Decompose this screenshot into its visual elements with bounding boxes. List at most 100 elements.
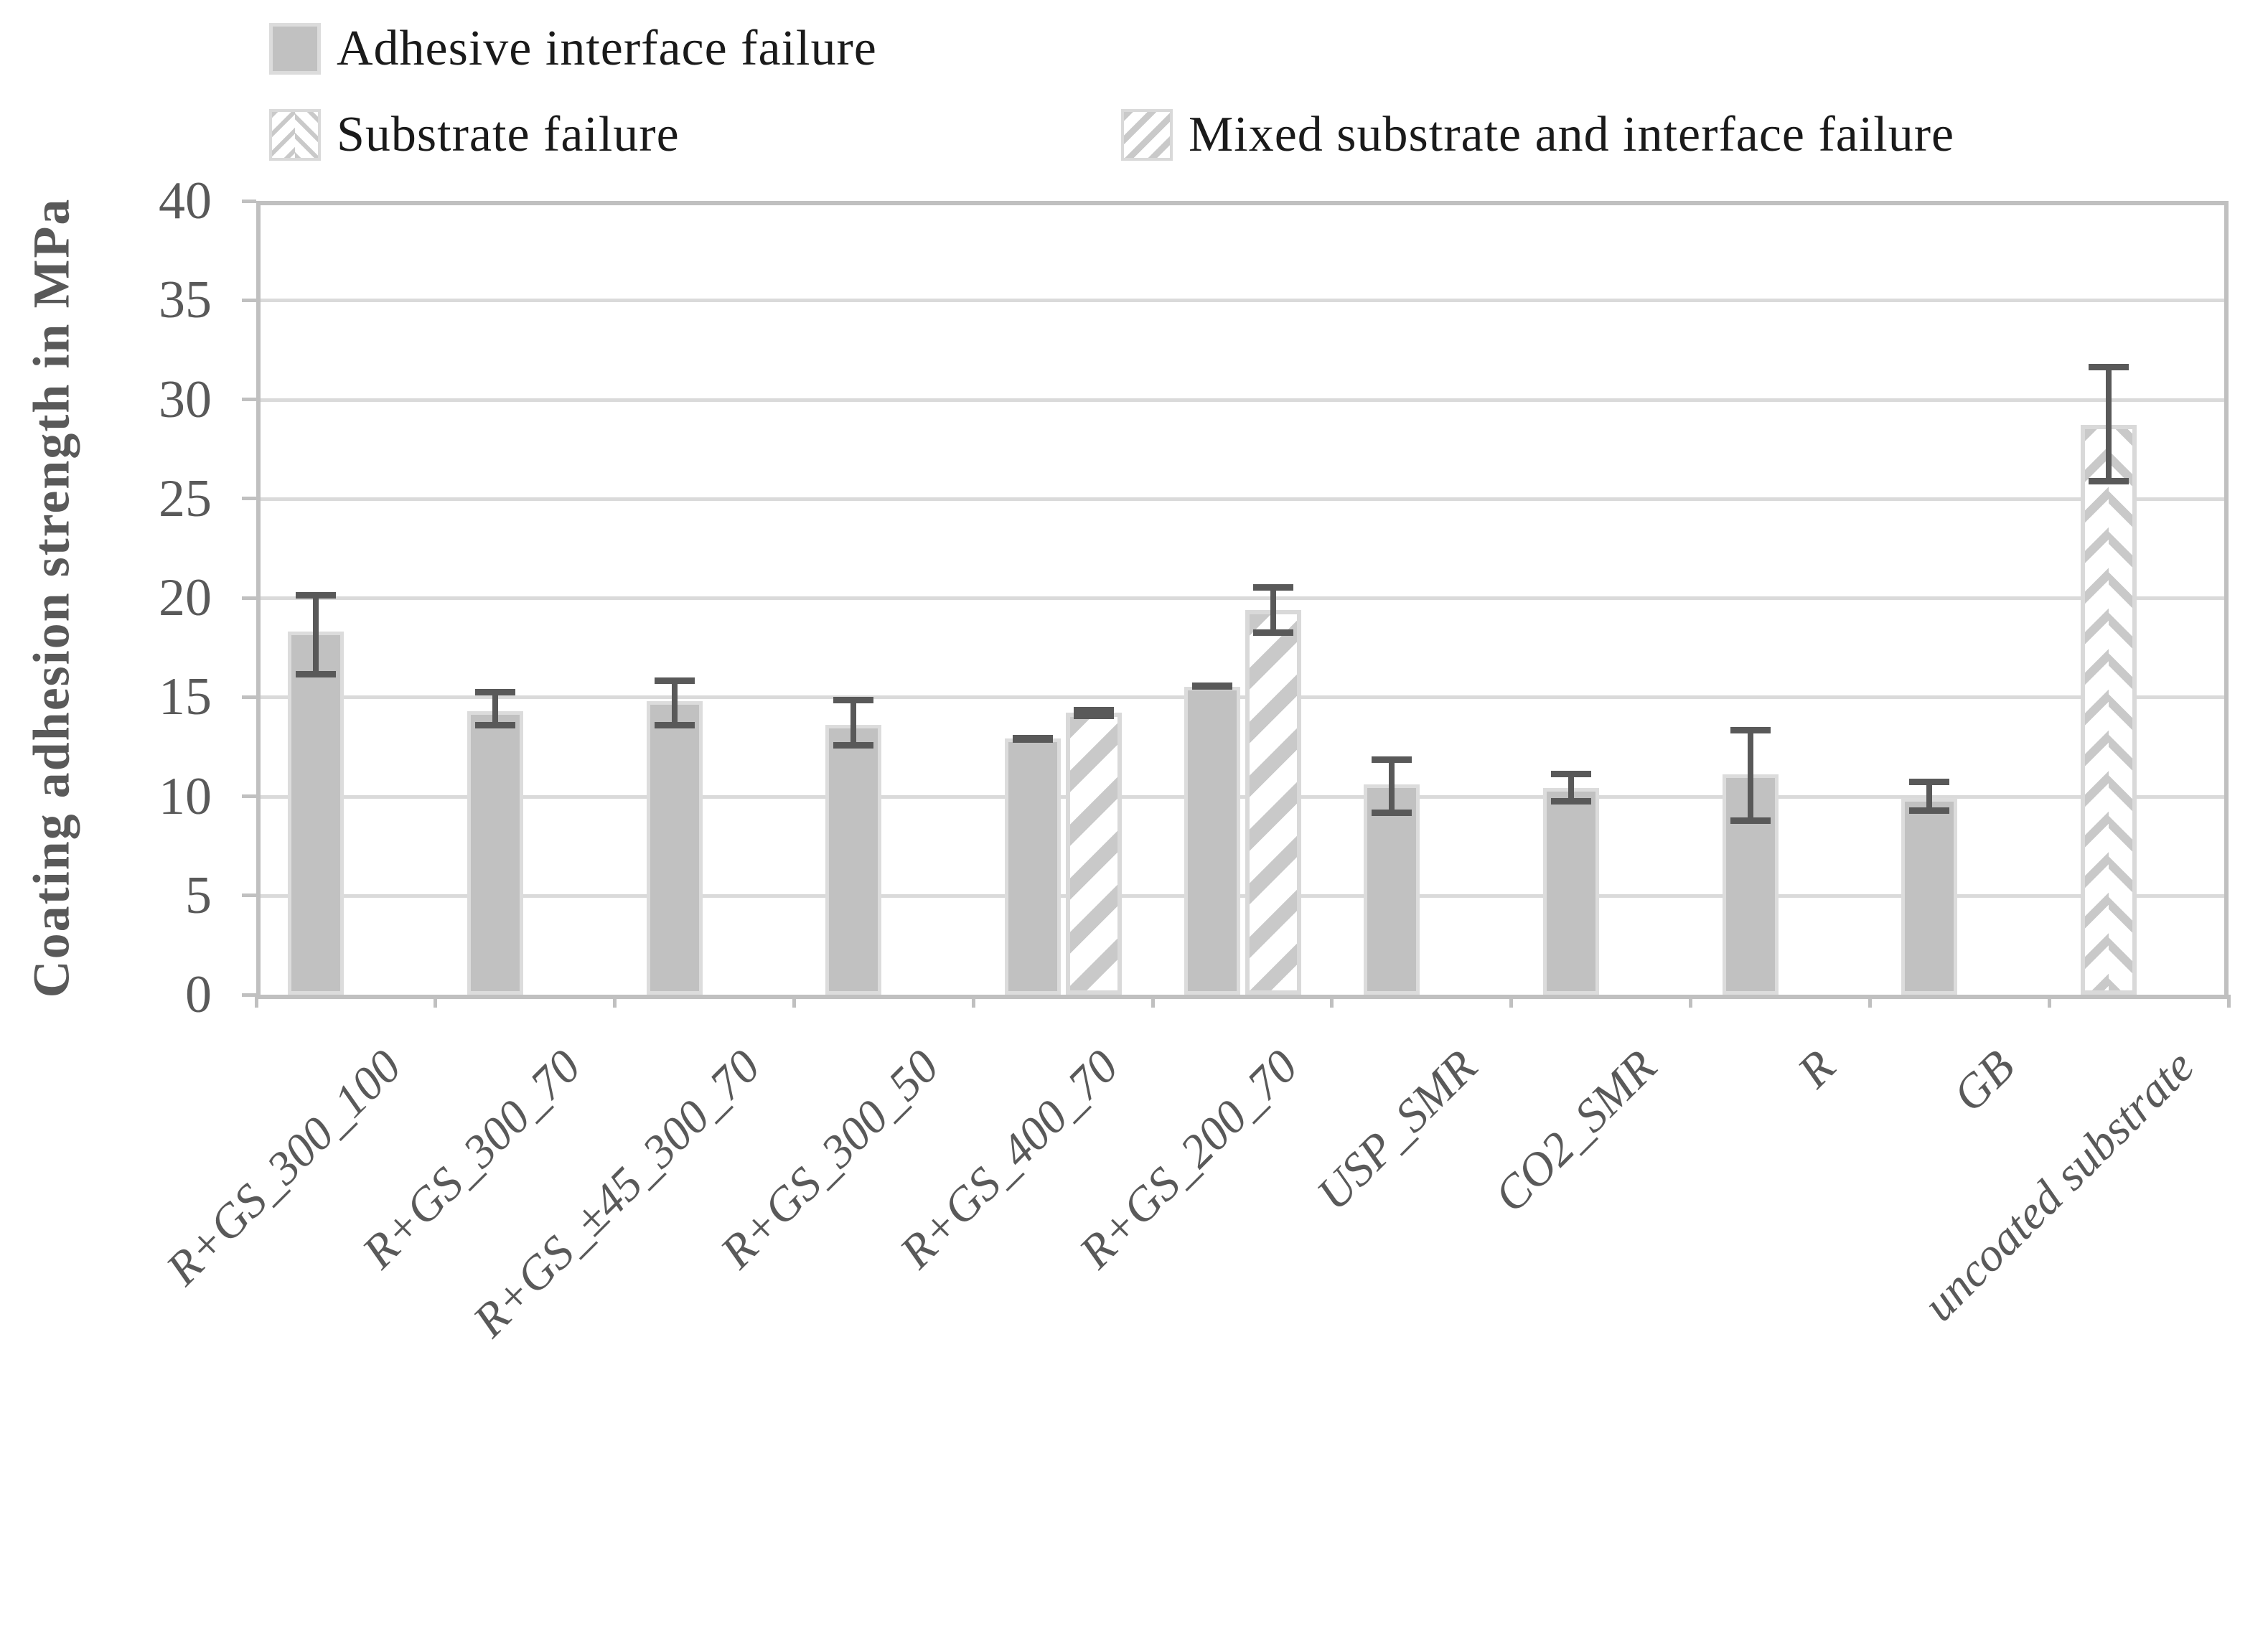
error-bar-part [313, 591, 319, 677]
error-bar-part [1730, 726, 1771, 733]
error-bar-part [1909, 807, 1950, 815]
error-bar [1371, 756, 1412, 817]
bar-r-gs-300-100-adhesive [288, 632, 344, 995]
x-axis-tick-8 [1689, 995, 1693, 1008]
y-tick-label-5: 5 [185, 866, 212, 925]
bar-r-gs-200-70-adhesive [1184, 687, 1241, 995]
error-bar-part [1371, 810, 1412, 817]
legend-swatch-substrate-pattern-icon [269, 109, 321, 161]
error-bar-part [474, 689, 515, 696]
gridline-20 [256, 596, 2229, 600]
error-bar [833, 697, 874, 749]
y-tick-label-35: 35 [159, 271, 212, 330]
error-bar [1074, 707, 1115, 719]
bar-r-gs-400-70-mixed [1066, 713, 1123, 995]
error-bar [1253, 583, 1294, 636]
error-bar-part [2106, 363, 2112, 485]
error-bar-part [851, 697, 857, 749]
error-bar [1192, 683, 1233, 690]
y-tick-label-0: 0 [185, 965, 212, 1024]
y-axis-tick-0 [242, 993, 256, 997]
gridline-10 [256, 794, 2229, 799]
x-axis-tick-3 [792, 995, 796, 1008]
y-axis-tick-35 [242, 298, 256, 302]
error-bar [474, 689, 515, 729]
y-tick-label-40: 40 [159, 172, 212, 230]
bar-r-gs-400-70-adhesive [1005, 738, 1062, 995]
error-bar-part [1074, 707, 1115, 714]
x-axis-tick-5 [1151, 995, 1155, 1008]
bar-usp-smr-adhesive [1363, 784, 1420, 995]
error-bar-part [1074, 712, 1115, 719]
legend-swatch-mixed-stripes-icon [1121, 109, 1173, 161]
y-tick-label-10: 10 [159, 766, 212, 826]
y-axis-tick-10 [242, 794, 256, 798]
gridline-30 [256, 398, 2229, 402]
error-bar-part [1568, 770, 1574, 805]
error-bar-part [1550, 797, 1591, 805]
gridline-35 [256, 299, 2229, 303]
error-bar-part [1192, 683, 1233, 690]
gridline-5 [256, 893, 2229, 898]
error-bar [1730, 726, 1771, 825]
x-axis-tick-6 [1330, 995, 1334, 1008]
bar-r-gs-200-70-mixed [1245, 609, 1302, 995]
error-bar [1909, 778, 1950, 815]
error-bar [654, 677, 695, 729]
legend-item-adhesive: Adhesive interface failure [269, 20, 877, 78]
error-bar-part [654, 677, 695, 684]
error-bar [1013, 734, 1054, 743]
error-bar [2089, 363, 2129, 485]
legend-item-substrate: Substrate failure [269, 106, 680, 164]
error-bar-part [1388, 756, 1395, 817]
x-axis-tick-10 [2047, 995, 2051, 1008]
bar-co2-smr-adhesive [1542, 788, 1599, 995]
error-bar-part [1550, 770, 1591, 777]
error-bar-part [833, 742, 874, 749]
bar-gb-adhesive [1901, 798, 1958, 995]
x-axis-tick-2 [613, 995, 617, 1008]
error-bar-part [1270, 583, 1277, 636]
gridline-25 [256, 497, 2229, 501]
legend-label-adhesive: Adhesive interface failure [337, 21, 877, 76]
error-bar-part [1253, 583, 1294, 591]
error-bar [296, 591, 336, 677]
bar-uncoated-substrate-substrate [2081, 425, 2137, 995]
x-axis-tick-9 [1868, 995, 1872, 1008]
bar-r-gs-300-50-adhesive [825, 724, 882, 995]
error-bar-part [1013, 736, 1054, 743]
error-bar-part [492, 689, 498, 729]
error-bar-part [1909, 778, 1950, 785]
x-axis-tick-7 [1509, 995, 1514, 1008]
y-axis-tick-25 [242, 497, 256, 501]
y-tick-label-25: 25 [159, 469, 212, 528]
error-bar [1550, 770, 1591, 805]
y-axis-tick-5 [242, 893, 256, 898]
gridline-15 [256, 695, 2229, 700]
y-tick-label-15: 15 [159, 667, 212, 727]
y-tick-label-20: 20 [159, 568, 212, 627]
bar-r-gs-300-70-adhesive [467, 710, 523, 995]
error-bar-part [1747, 726, 1753, 825]
error-bar-part [1730, 817, 1771, 825]
y-axis-tick-20 [242, 596, 256, 600]
error-bar-part [1371, 756, 1412, 764]
error-bar-part [1253, 629, 1294, 636]
y-axis-tick-30 [242, 398, 256, 401]
x-axis-tick-1 [434, 995, 438, 1008]
error-bar-part [671, 677, 678, 729]
error-bar-part [1926, 778, 1933, 815]
bar-r-gs-45-300-70-adhesive [646, 700, 703, 995]
x-axis-tick-0 [254, 995, 258, 1008]
error-bar-part [474, 722, 515, 729]
legend-swatch-adhesive-solid-icon [269, 23, 321, 75]
y-axis-tick-15 [242, 695, 256, 699]
legend-label-mixed: Mixed substrate and interface failure [1189, 107, 1955, 162]
error-bar-part [833, 697, 874, 704]
x-axis-tick-11 [2226, 995, 2231, 1008]
error-bar-part [654, 722, 695, 729]
y-axis-tick-40 [242, 199, 256, 203]
error-bar-part [2089, 363, 2129, 370]
x-axis-tick-4 [971, 995, 975, 1008]
legend-item-mixed: Mixed substrate and interface failure [1121, 106, 1954, 164]
